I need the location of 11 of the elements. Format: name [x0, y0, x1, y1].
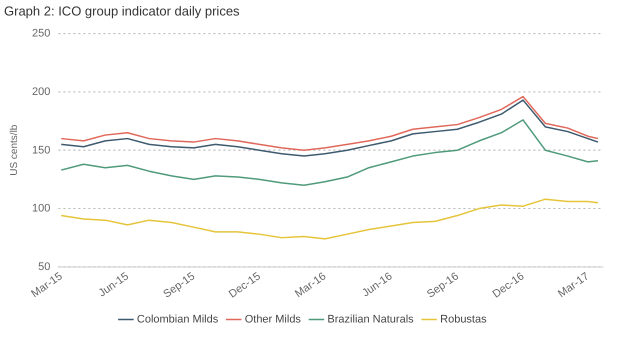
legend-label: Brazilian Naturals	[327, 314, 414, 326]
legend-label: Robustas	[440, 314, 488, 326]
y-tick-label: 100	[32, 202, 50, 215]
legend-label: Other Milds	[244, 314, 302, 326]
y-tick-label: 250	[32, 28, 50, 40]
y-tick-label: 150	[32, 144, 50, 156]
y-tick-label: 50	[38, 260, 50, 273]
chart-title: Graph 2: ICO group indicator daily prices	[4, 3, 240, 18]
y-tick-label: 200	[32, 86, 50, 98]
legend-label: Colombian Milds	[136, 314, 219, 326]
y-axis-title: US cents/lb	[8, 124, 20, 176]
